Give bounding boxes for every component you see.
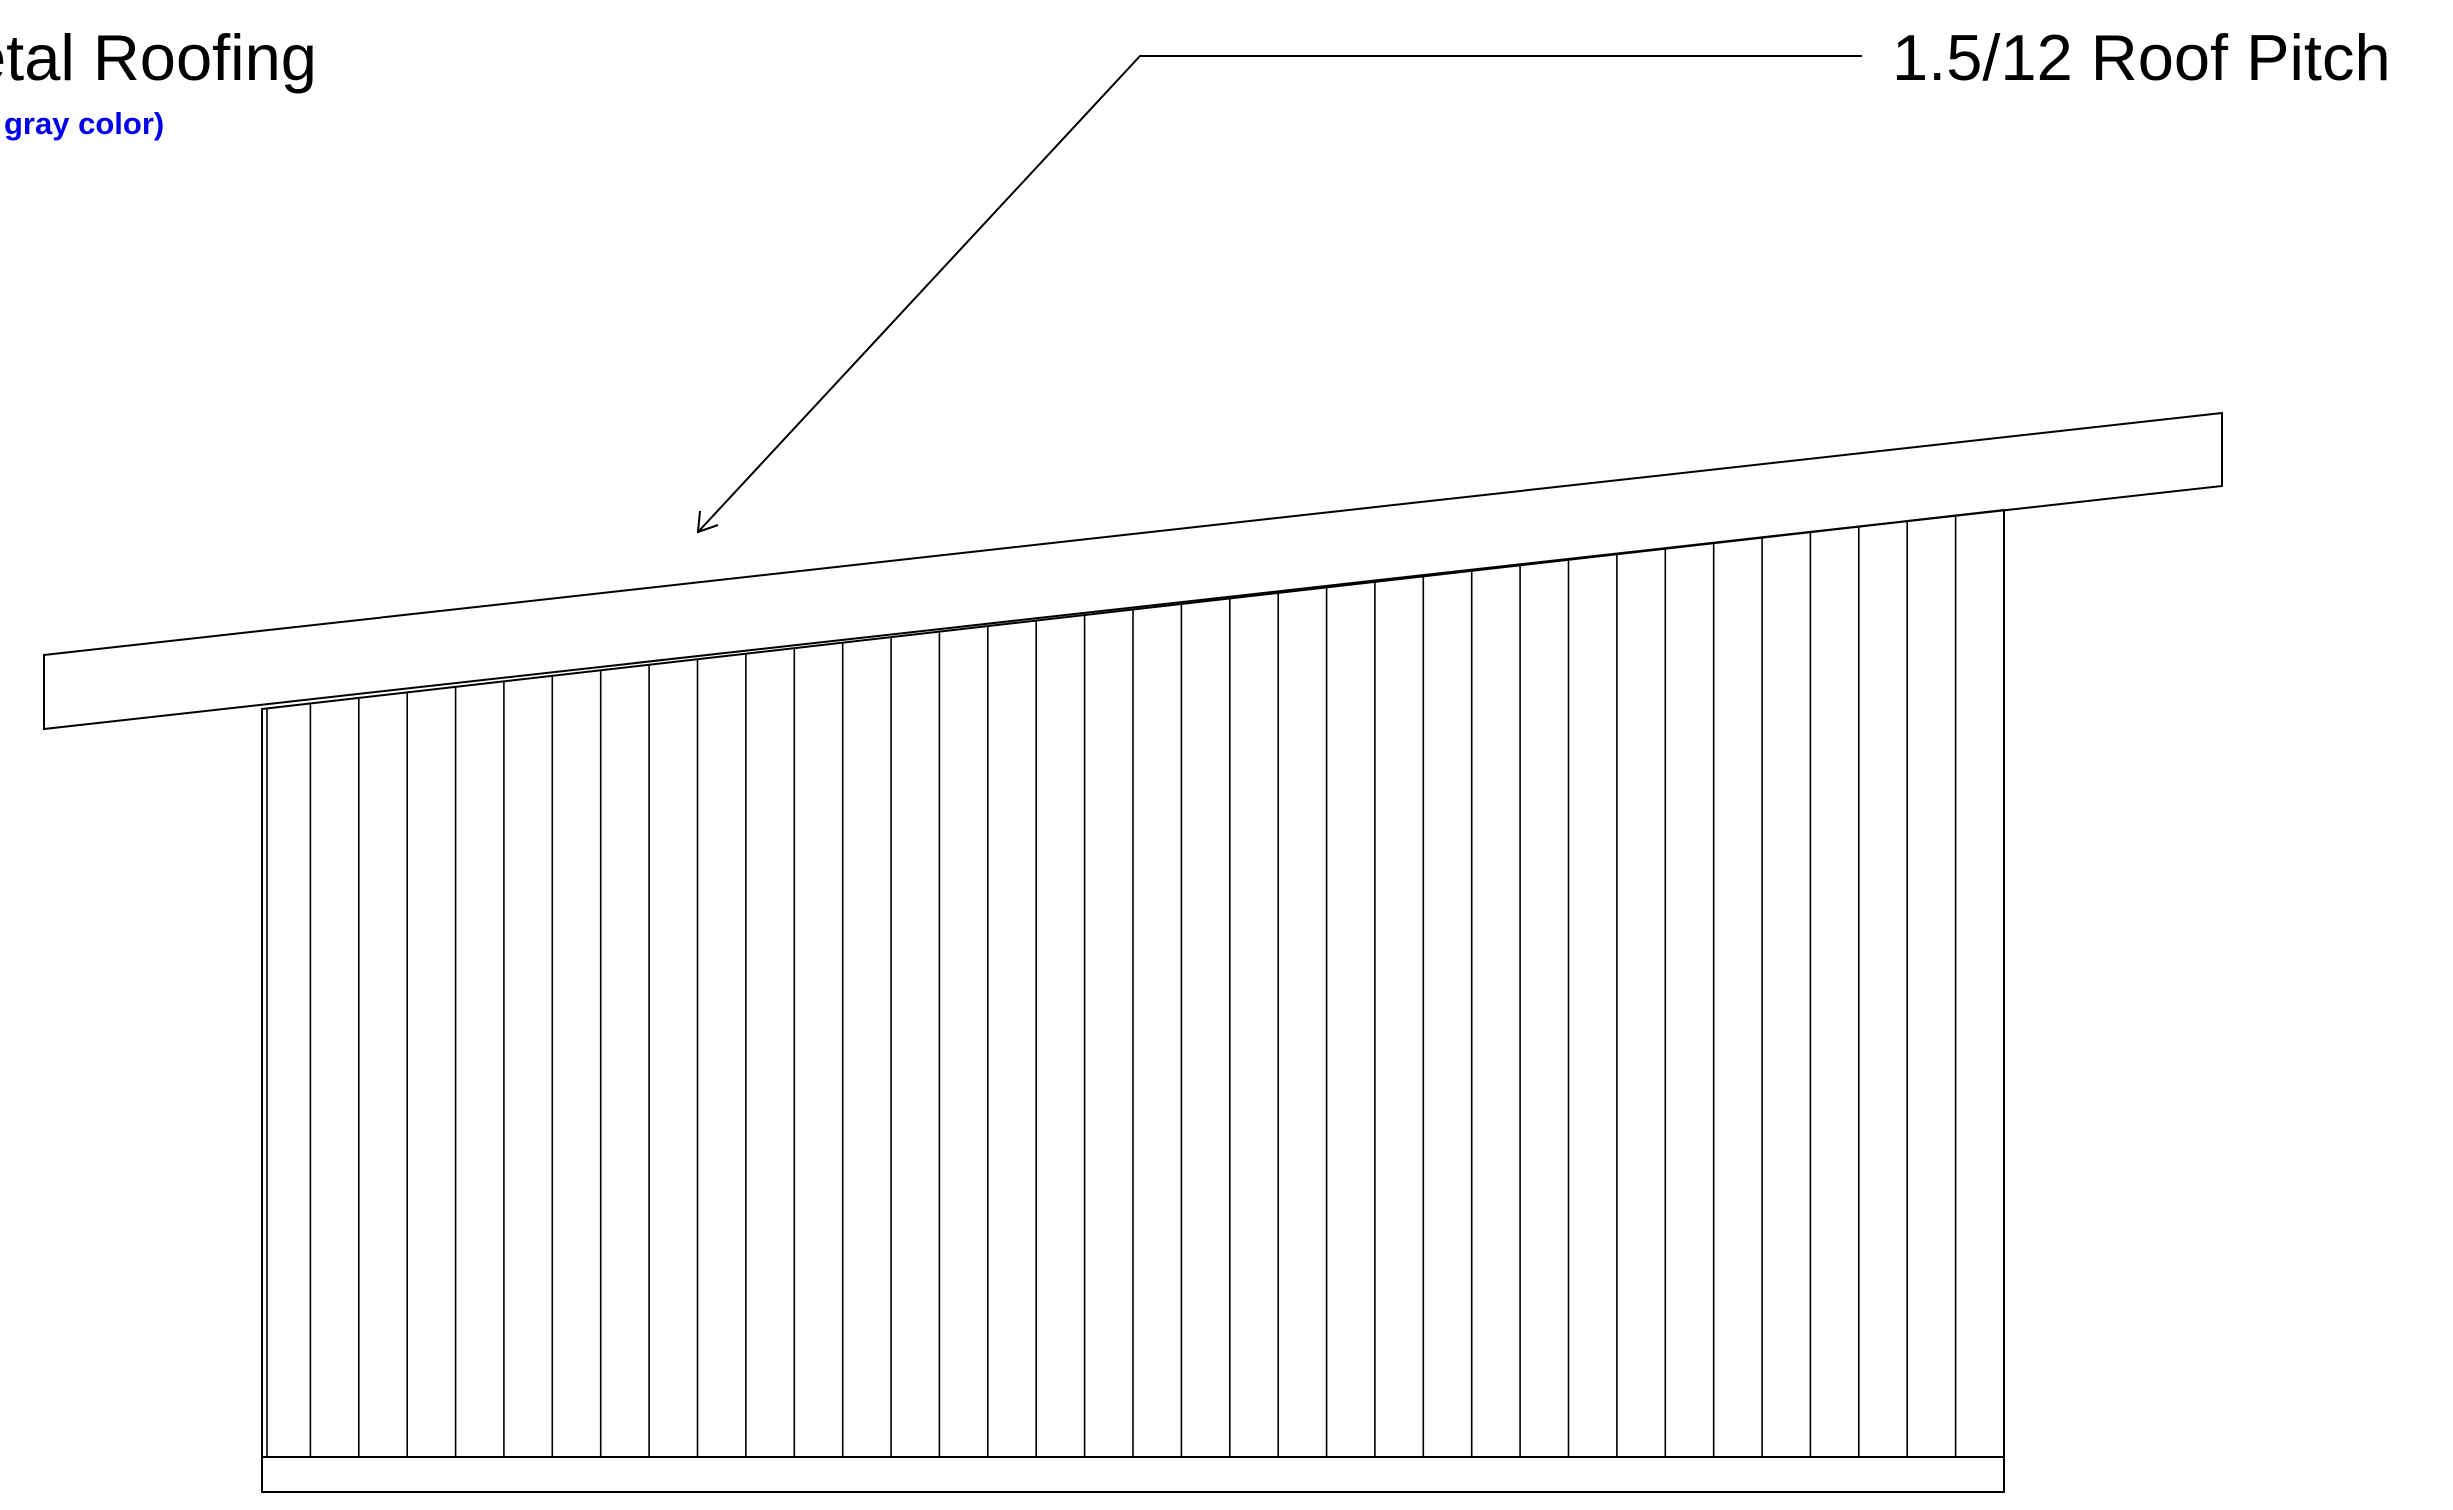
roofing-color-note: gray color) <box>4 106 164 141</box>
pitch-leader <box>696 55 1862 534</box>
leader-line <box>697 55 1862 533</box>
siding-panels <box>266 510 2005 1457</box>
roof-fascia <box>43 411 2223 731</box>
leader-arrowhead <box>696 510 719 534</box>
roofing-title: etal Roofing <box>0 21 317 94</box>
floor-skid <box>261 1456 2005 1493</box>
roof-pitch-label: 1.5/12 Roof Pitch <box>1892 21 2391 94</box>
wall <box>261 508 2005 1458</box>
